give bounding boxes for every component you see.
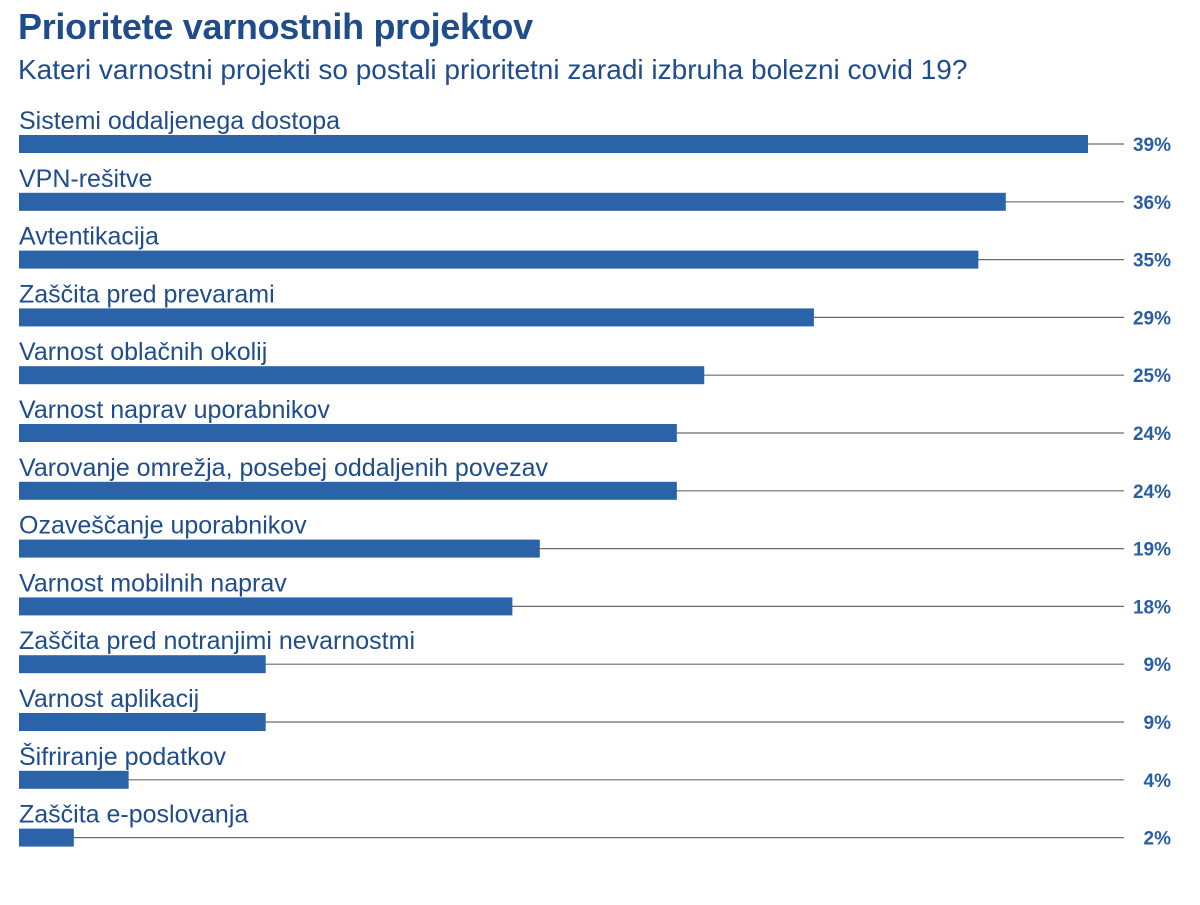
bar-row: Šifriranje podatkov 4% <box>19 742 1171 792</box>
value-label: 36% <box>1133 193 1171 214</box>
bar <box>19 770 129 789</box>
bar <box>19 424 677 442</box>
bar <box>19 192 1006 211</box>
category-label: Sistemi oddaljenega dostopa <box>19 107 340 135</box>
bar-row: Avtentikacija 35% <box>19 223 1171 272</box>
category-label: Varnost naprav uporabnikov <box>19 396 330 424</box>
bar-row: Varovanje omrežja, posebej oddaljenih po… <box>19 454 1171 503</box>
bar <box>19 481 677 500</box>
value-label: 24% <box>1133 424 1171 445</box>
bar-row: Zaščita pred notranjimi nevarnostmi 9% <box>19 627 1171 676</box>
bar-row: Varnost aplikacij 9% <box>19 685 1171 734</box>
category-label: Zaščita e-poslovanja <box>19 801 248 829</box>
value-label: 24% <box>1133 482 1171 503</box>
bar-row: Sistemi oddaljenega dostopa 39% <box>19 107 1171 156</box>
bar-row: Varnost naprav uporabnikov 24% <box>19 396 1171 445</box>
value-label: 25% <box>1133 366 1171 387</box>
chart-subtitle: Kateri varnostni projekti so postali pri… <box>18 54 968 85</box>
category-label: Avtentikacija <box>19 223 159 251</box>
category-label: Varovanje omrežja, posebej oddaljenih po… <box>19 454 549 482</box>
bar <box>19 539 540 558</box>
bar-row: Zaščita pred prevarami 29% <box>19 280 1171 329</box>
chart-title: Prioritete varnostnih projektov <box>18 6 533 47</box>
value-label: 2% <box>1144 829 1172 850</box>
bar-row: Zaščita e-poslovanja 2% <box>19 801 1171 850</box>
category-label: Šifriranje podatkov <box>19 742 227 771</box>
value-label: 29% <box>1133 308 1171 329</box>
category-label: Varnost oblačnih okolij <box>19 338 267 366</box>
value-label: 9% <box>1144 655 1172 676</box>
category-label: Ozaveščanje uporabnikov <box>19 512 307 540</box>
bar-row: Varnost oblačnih okolij 25% <box>19 338 1171 387</box>
category-label: Zaščita pred prevarami <box>19 280 275 308</box>
bar-row: Ozaveščanje uporabnikov 19% <box>19 512 1171 561</box>
value-label: 18% <box>1133 597 1171 618</box>
bar <box>19 597 513 616</box>
bar-row: VPN-rešitve 36% <box>19 165 1171 214</box>
bar <box>19 828 74 847</box>
value-label: 4% <box>1144 771 1172 792</box>
bar-row: Varnost mobilnih naprav 18% <box>19 569 1171 618</box>
value-label: 9% <box>1144 713 1172 734</box>
bar <box>19 655 266 674</box>
bar <box>19 135 1088 153</box>
bar <box>19 713 266 731</box>
value-label: 35% <box>1133 251 1171 272</box>
bar <box>19 250 979 269</box>
category-label: VPN-rešitve <box>19 165 152 193</box>
value-label: 19% <box>1133 540 1171 561</box>
category-label: Varnost mobilnih naprav <box>19 569 287 597</box>
category-label: Zaščita pred notranjimi nevarnostmi <box>19 627 415 655</box>
value-label: 39% <box>1133 135 1171 156</box>
category-label: Varnost aplikacij <box>19 685 199 713</box>
bar <box>19 308 814 327</box>
bar <box>19 366 705 385</box>
